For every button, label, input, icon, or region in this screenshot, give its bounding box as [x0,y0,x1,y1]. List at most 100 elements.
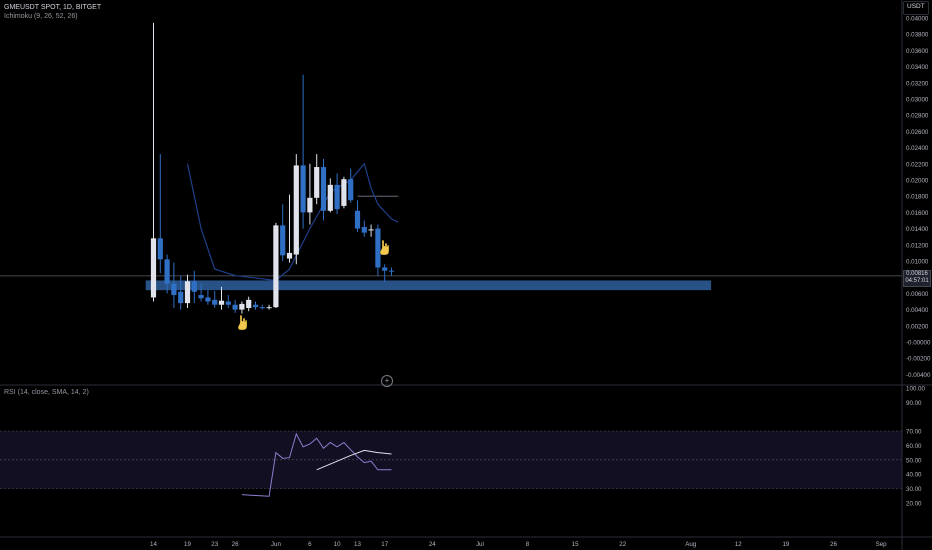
candle-body [259,307,265,309]
price-tick-label: 0.03000 [906,97,929,104]
candle-body [252,304,259,308]
rsi-tick-label: 20.00 [906,500,922,507]
rsi-pane[interactable] [0,430,902,497]
rsi-ma-line [316,449,392,471]
price-tick-label: 0.03200 [906,80,929,87]
candle-body [246,299,252,308]
currency-box[interactable] [903,1,929,15]
candle-body [178,291,184,304]
price-tick-label: 0.04000 [906,16,929,23]
candle-body [286,252,293,259]
rsi-tick-label: 50.00 [906,457,922,464]
candle-body [341,179,347,206]
price-tick-label: -0.00000 [906,340,931,347]
candle-body [334,184,340,210]
time-tick-label: 13 [354,541,361,548]
last-price-value: 0.00816 [906,271,928,277]
rsi-tick-label: 30.00 [906,486,922,493]
time-tick-label: 26 [830,541,837,548]
candle-body [320,167,327,211]
currency-label: USDT [907,3,925,10]
candle-body [212,299,218,305]
price-tick-label: 0.03600 [906,48,929,55]
candle-body [375,228,381,268]
candle-body [191,281,197,292]
time-tick-label: 6 [308,541,312,548]
support-zone [145,280,712,291]
candle-body [307,197,313,213]
price-tick-label: 0.02000 [906,178,929,185]
time-tick-label: 15 [572,541,579,548]
price-tick-label: 0.02600 [906,129,929,136]
hand-pointer-icon [237,314,248,331]
candle-body [218,300,225,305]
price-tick-label: 0.03400 [906,64,929,71]
price-tick-label: 0.02400 [906,145,929,152]
candle-body [198,295,204,299]
last-price-tag: 0.00816 04:57:01 [903,270,931,287]
candle-body [280,225,286,256]
candle-body [232,304,238,310]
price-tick-label: -0.00400 [906,372,931,379]
candle-body [205,297,211,302]
time-tick-label: Jul [476,541,484,548]
rsi-tick-label: 100.00 [906,386,925,393]
candle-body [184,281,191,304]
time-tick-label: 8 [526,541,530,548]
price-tick-label: 0.03800 [906,32,929,39]
candle-body [225,301,231,305]
rsi-tick-label: 90.00 [906,400,922,407]
bar-countdown: 04:57:01 [905,278,929,284]
time-tick-label: 19 [782,541,789,548]
candle-body [164,259,170,284]
candle-body [293,165,299,255]
rsi-tick-label: 60.00 [906,443,922,450]
rsi-tick-label: 70.00 [906,429,922,436]
ichimoku-line [186,162,399,282]
candle-body [157,238,163,260]
time-tick-label: 24 [429,541,436,548]
symbol-title: GMEUSDT SPOT, 1D, BITGET [4,4,102,11]
candle-body [361,226,367,233]
candle-body [327,184,333,211]
price-tick-label: 0.00400 [906,307,929,314]
candle-body [171,283,177,296]
time-tick-label: Aug [685,541,697,548]
price-tick-label: 0.01800 [906,194,929,201]
rsi-line [241,432,392,497]
time-tick-label: 26 [232,541,239,548]
time-tick-label: Jun [271,541,282,548]
price-tick-label: 0.01200 [906,242,929,249]
candle-body [368,229,374,231]
price-tick-label: 0.02200 [906,161,929,168]
price-pane[interactable] [0,22,902,331]
time-tick-label: 10 [334,541,341,548]
time-tick-label: 22 [619,541,626,548]
rsi-tick-label: 40.00 [906,472,922,479]
time-tick-label: 12 [735,541,742,548]
candle-body [150,238,157,298]
candle-body [266,307,272,309]
candle-body [354,210,361,229]
candle-body [314,167,320,198]
candle-body [382,267,388,271]
price-tick-label: 0.00200 [906,323,929,330]
plus-circle-icon[interactable]: + [381,375,393,387]
time-tick-label: 14 [150,541,157,548]
price-tick-label: 0.02800 [906,113,929,120]
rsi-band [0,431,902,489]
price-tick-label: 0.01400 [906,226,929,233]
candle-body [300,165,306,213]
candle-body [348,179,354,201]
price-tick-label: 0.01600 [906,210,929,217]
indicator-label[interactable]: Ichimoku (9, 26, 52, 26) [4,13,78,20]
time-tick-label: Sep [876,541,888,548]
hand-pointer-icon [379,239,390,256]
candle-body [388,270,395,272]
time-tick-label: 23 [211,541,218,548]
rsi-label[interactable]: RSI (14, close, SMA, 14, 2) [4,389,89,396]
price-tick-label: 0.01000 [906,259,929,266]
candle-body [239,303,245,310]
